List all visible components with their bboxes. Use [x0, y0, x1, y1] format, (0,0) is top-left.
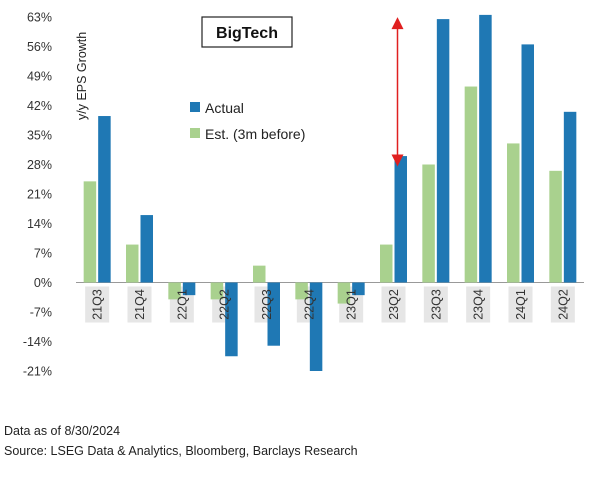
est-bar	[380, 244, 393, 283]
y-tick-label: 49%	[27, 70, 52, 84]
actual-bar	[140, 215, 153, 283]
y-tick-label: -7%	[30, 306, 52, 320]
legend-label-actual: Actual	[205, 100, 244, 116]
est-bar	[168, 282, 181, 300]
category-label-bg	[466, 286, 491, 323]
category-label: 22Q2	[218, 289, 232, 320]
title-box	[201, 16, 293, 48]
y-tick-label: 7%	[34, 247, 52, 261]
category-label: 23Q4	[472, 289, 486, 320]
y-axis-label: y/y EPS Growth	[75, 32, 89, 120]
actual-bar	[521, 44, 534, 283]
y-tick-label: 35%	[27, 129, 52, 143]
legend-swatch-est	[190, 128, 200, 138]
category-label: 23Q3	[429, 289, 443, 320]
est-bar	[126, 244, 139, 283]
annotation-arrow-head-top	[391, 17, 404, 30]
category-label: 22Q1	[175, 289, 189, 320]
category-label: 24Q2	[556, 289, 570, 320]
category-label: 24Q1	[514, 289, 528, 320]
legend-swatch-actual	[190, 102, 200, 112]
est-bar	[83, 181, 97, 283]
y-tick-label: 42%	[27, 99, 52, 113]
y-tick-label: 56%	[27, 40, 52, 54]
category-label-bg	[85, 286, 110, 323]
category-label: 22Q4	[302, 289, 316, 320]
category-labels: 21Q3 21Q4 22Q1 22Q2 22Q3 22Q4 23Q1 23Q2 23Q3 23Q4…	[91, 289, 571, 320]
est-bar	[210, 282, 224, 300]
category-label: 21Q4	[133, 289, 147, 320]
category-label-backgrounds	[85, 286, 575, 323]
category-label-bg	[127, 286, 152, 323]
category-label-bg	[550, 286, 575, 323]
category-label-bg	[423, 286, 448, 323]
est-bars	[83, 86, 562, 304]
source-note: Source: LSEG Data & Analytics, Bloomberg…	[4, 444, 358, 458]
category-label: 23Q1	[345, 289, 359, 320]
est-bar	[337, 282, 351, 304]
category-label: 23Q2	[387, 289, 401, 320]
chart-title: BigTech	[216, 25, 278, 42]
est-bar	[464, 86, 478, 283]
y-tick-label: 14%	[27, 217, 52, 231]
actual-bar	[563, 111, 577, 283]
category-label-bg	[508, 286, 533, 323]
actual-bar	[182, 282, 196, 296]
y-tick-label: 21%	[27, 188, 52, 202]
y-tick-label: -21%	[23, 365, 52, 379]
actual-bar	[352, 282, 365, 296]
est-bar	[253, 265, 266, 283]
y-tick-label: 28%	[27, 158, 52, 172]
actual-bar	[98, 116, 111, 283]
est-bar	[507, 143, 520, 283]
data-as-of-note: Data as of 8/30/2024	[4, 424, 121, 438]
chart: -21%-14%-7%0%7%14%21%28%35%42%49%56%63% …	[23, 11, 584, 379]
y-tick-label: 0%	[34, 276, 52, 290]
est-bar	[549, 170, 562, 283]
actual-bar	[479, 14, 492, 283]
actual-bar	[309, 282, 323, 371]
y-tick-label: -14%	[23, 335, 52, 349]
category-label-bg	[381, 286, 406, 323]
actual-bars	[98, 14, 577, 371]
est-bar	[422, 164, 435, 283]
actual-bar	[267, 282, 280, 346]
y-tick-label: 63%	[27, 11, 52, 25]
category-label: 21Q3	[91, 289, 105, 320]
legend-label-est: Est. (3m before)	[205, 126, 305, 142]
y-axis: -21% -14% -7% 0% 7% 14% 21% 28% 35% 42% 49% 56% 63%	[23, 11, 52, 379]
est-bar	[295, 282, 308, 300]
actual-bar	[225, 282, 238, 357]
gap-arrow-annotation	[391, 17, 404, 167]
category-label: 22Q3	[260, 289, 274, 320]
annotation-arrow-head-bottom	[391, 154, 404, 167]
actual-bar	[436, 19, 450, 283]
legend: Actual Est. (3m before)	[190, 100, 305, 142]
actual-bar	[394, 156, 407, 283]
